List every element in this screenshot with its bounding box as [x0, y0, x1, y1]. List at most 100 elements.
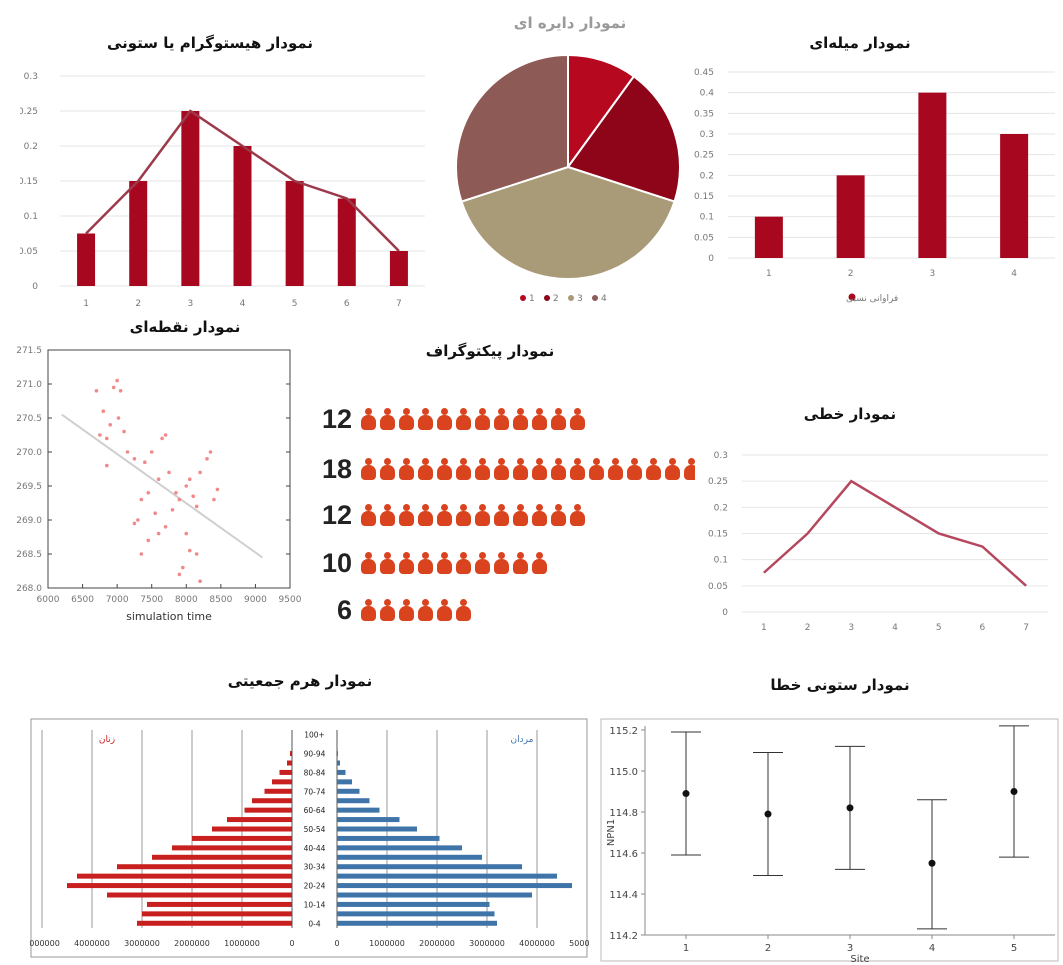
- men-bar: [337, 920, 497, 926]
- person-icon: [436, 552, 452, 574]
- bar-title: نمودار میله‌ای: [809, 34, 911, 52]
- bar: [918, 92, 947, 258]
- person-icon: [664, 458, 680, 480]
- person-icon: [360, 408, 376, 430]
- pictograph-title: نمودار پیکتوگراف: [425, 342, 555, 360]
- men-bar: [337, 864, 522, 870]
- pictograph-icons: [360, 504, 585, 526]
- bar: [181, 111, 200, 286]
- x-tick-label: 4000000: [519, 939, 555, 948]
- men-bar: [337, 901, 490, 907]
- person-icon: [550, 458, 566, 480]
- bar-chart: 0 0.05 0.1 0.15 0.2 0.25 0.3 0.35 0.4 0.45 1 2 3 4 فرا…: [694, 68, 1055, 304]
- scatter-point: [184, 531, 189, 536]
- y-tick-label: 0.35: [694, 109, 714, 119]
- legend-label: 4: [601, 294, 607, 304]
- y-tick-label: 0.2: [700, 171, 714, 181]
- scatter-point: [146, 538, 151, 543]
- person-icon: [360, 599, 376, 621]
- women-bar: [77, 873, 292, 879]
- bar: [285, 181, 304, 286]
- person-icon: [398, 552, 414, 574]
- scatter-point: [156, 477, 161, 481]
- y-tick-label: 268.0: [16, 584, 42, 594]
- x-tick-label: 1000000: [369, 939, 405, 948]
- age-group-label: 30-34: [304, 863, 326, 872]
- pie-slice: [566, 74, 681, 203]
- pictograph-icons: [360, 599, 471, 621]
- age-group-label: 20-24: [304, 882, 326, 891]
- pictograph-value: 12: [321, 403, 352, 434]
- person-icon: [360, 504, 376, 526]
- women-bar: [291, 741, 292, 747]
- scatter-point: [181, 565, 185, 570]
- pictograph-chart: 12 18 12 10 6: [300, 395, 695, 635]
- women-bar: [212, 826, 292, 832]
- scatter-point: [160, 436, 164, 441]
- person-icon: [360, 458, 376, 480]
- x-tick-label: 3: [187, 299, 193, 309]
- scatter-point: [194, 504, 199, 509]
- legend-marker: [592, 295, 598, 301]
- person-icon: [379, 504, 395, 526]
- women-bar: [172, 845, 292, 851]
- x-tick-label: 1: [683, 943, 689, 954]
- person-icon: [512, 552, 528, 574]
- person-icon: [417, 552, 433, 574]
- person-icon: [379, 458, 395, 480]
- person-icon: [455, 599, 471, 621]
- y-tick-label: 0.3: [700, 130, 714, 140]
- x-tick-label: 6000: [37, 595, 60, 605]
- pictograph-row: 6: [300, 590, 471, 630]
- pictograph-row: 12: [300, 495, 585, 535]
- trend-line: [61, 413, 263, 559]
- x-tick-label: 0: [334, 939, 339, 948]
- x-tick-label: 1: [761, 623, 767, 633]
- women-bar: [147, 901, 292, 907]
- y-tick-label: 115.0: [609, 767, 638, 778]
- scatter-point: [174, 491, 178, 495]
- women-bar: [67, 883, 292, 889]
- person-icon: [398, 504, 414, 526]
- person-icon: [531, 504, 547, 526]
- women-bar: [244, 807, 292, 813]
- age-group-label: 60-64: [304, 806, 326, 815]
- scatter-point: [177, 572, 182, 577]
- person-icon: [569, 458, 585, 480]
- scatter-point: [98, 433, 102, 437]
- x-tick-label: 2: [848, 269, 854, 279]
- y-tick-label: 271.5: [16, 346, 42, 356]
- person-icon: [550, 504, 566, 526]
- x-tick-label: 4: [1011, 269, 1017, 279]
- x-tick-label: 6: [980, 623, 986, 633]
- y-tick-label: 0.4: [700, 89, 715, 99]
- scatter-point: [187, 477, 192, 481]
- scatter-point: [187, 548, 192, 553]
- pie-chart: 1 2 3 4: [455, 53, 681, 304]
- x-tick-label: 5000000: [30, 939, 60, 948]
- scatter-point: [163, 433, 168, 437]
- men-bar: [337, 798, 370, 804]
- pictograph-value: 10: [321, 547, 352, 578]
- pictograph-value: 12: [321, 499, 352, 530]
- scatter-point: [136, 518, 140, 522]
- bar: [389, 251, 408, 286]
- x-tick-label: 4000000: [74, 939, 110, 948]
- scatter-point: [132, 457, 137, 461]
- y-tick-label: 114.8: [609, 808, 638, 819]
- scatter-point: [116, 416, 121, 420]
- person-icon: [436, 599, 452, 621]
- x-tick-label: 9500: [279, 595, 302, 605]
- person-icon: [436, 504, 452, 526]
- person-icon: [417, 458, 433, 480]
- scatter-title: نمودار نقطه‌ای: [129, 318, 241, 336]
- y-tick-label: 0.1: [700, 213, 714, 223]
- x-tick-label: 7: [396, 299, 402, 309]
- women-bar: [227, 817, 292, 823]
- error-bar-chart: 114.2 114.4 114.6 114.8 115.0 115.2 1 2 3 4 5 Site N…: [600, 718, 1059, 963]
- bar: [1000, 134, 1029, 258]
- x-tick-label: 2000000: [419, 939, 455, 948]
- scatter-point: [163, 525, 168, 529]
- scatter-point: [177, 497, 182, 502]
- y-tick-label: 114.6: [609, 849, 638, 860]
